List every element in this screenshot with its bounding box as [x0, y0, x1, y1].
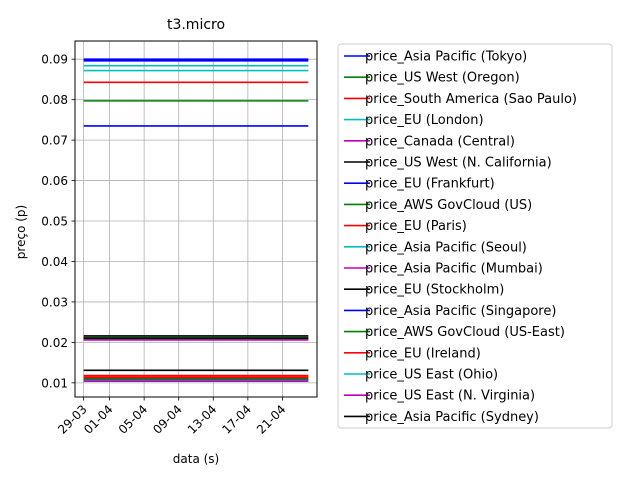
legend-entry: price_EU (London) — [365, 113, 484, 128]
y-tick-label: 0.07 — [41, 134, 68, 148]
legend-entry: price_South America (Sao Paulo) — [365, 92, 577, 107]
legend-entry: price_EU (Frankfurt) — [365, 177, 495, 192]
legend-entry: price_US West (N. California) — [365, 156, 552, 171]
grid — [75, 41, 317, 397]
y-axis: 0.01 0.02 0.03 0.04 0.05 0.06 0.07 0.08 0.09 — [41, 53, 75, 390]
y-tick-label: 0.05 — [41, 215, 68, 229]
legend-entry: price_AWS GovCloud (US) — [365, 198, 532, 213]
x-tick-label: 21-04 — [254, 402, 289, 437]
legend-entry: price_Asia Pacific (Seoul) — [365, 240, 527, 255]
legend-entry: price_EU (Ireland) — [365, 346, 481, 361]
legend-entry: price_EU (Stockholm) — [365, 283, 504, 298]
y-tick-label: 0.09 — [41, 53, 68, 67]
legend-entry: price_AWS GovCloud (US-East) — [365, 325, 565, 340]
y-tick-label: 0.04 — [41, 255, 68, 269]
legend-entry: price_Asia Pacific (Tokyo) — [365, 50, 527, 65]
legend-entry: price_US East (N. Virginia) — [365, 389, 535, 404]
legend-entry: price_EU (Paris) — [365, 219, 467, 234]
y-tick-label: 0.02 — [41, 336, 68, 350]
x-tick-label: 05-04 — [116, 402, 151, 437]
x-tick-label: 17-04 — [219, 402, 254, 437]
legend-entry: price_Asia Pacific (Sydney) — [365, 410, 539, 425]
x-tick-label: 13-04 — [185, 402, 220, 437]
legend: price_Asia Pacific (Tokyo) price_US West … — [337, 43, 613, 429]
legend-entry: price_Canada (Central) — [365, 134, 515, 149]
chart-title: t3.micro — [167, 17, 225, 33]
x-tick-label: 01-04 — [81, 402, 116, 437]
plot-area — [74, 40, 318, 398]
y-tick-label: 0.06 — [41, 174, 68, 188]
y-tick-label: 0.03 — [41, 295, 68, 309]
x-axis-label: data (s) — [173, 452, 219, 466]
y-axis-label: preço (p) — [14, 205, 28, 259]
legend-frame — [337, 43, 613, 429]
legend-entry: price_Asia Pacific (Mumbai) — [365, 262, 543, 277]
legend-entry: price_US East (Ohio) — [365, 368, 498, 383]
x-tick-label: 09-04 — [150, 402, 185, 437]
y-tick-label: 0.01 — [41, 376, 68, 390]
legend-entry: price_Asia Pacific (Singapore) — [365, 304, 556, 319]
series-lines — [83, 58, 309, 383]
legend-entry: price_US West (Oregon) — [365, 71, 520, 86]
y-tick-label: 0.08 — [41, 93, 68, 107]
